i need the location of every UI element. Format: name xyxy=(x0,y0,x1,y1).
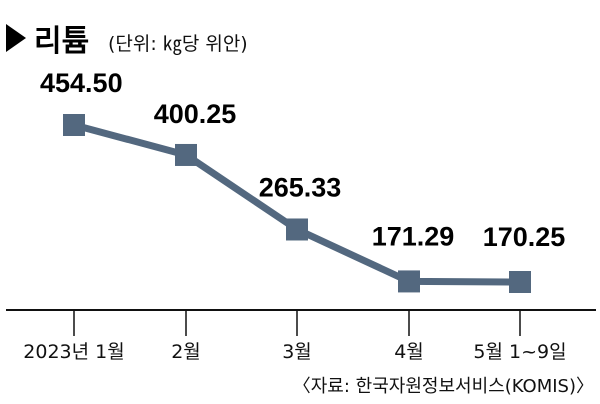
chart-unit: (단위: ㎏당 위안) xyxy=(108,33,248,55)
title-triangle-icon xyxy=(6,24,26,52)
x-tick-label: 2023년 1월 xyxy=(23,341,124,363)
x-axis-ticks xyxy=(73,310,521,336)
data-point-marker xyxy=(509,271,531,293)
data-labels: 454.50 400.25 265.33 171.29 170.25 xyxy=(40,68,565,252)
data-point-marker xyxy=(286,218,308,241)
x-tick-label: 5월 1~9일 xyxy=(473,341,566,363)
data-label: 265.33 xyxy=(259,172,342,202)
data-label: 454.50 xyxy=(40,68,123,98)
series-line-group xyxy=(73,121,521,286)
chart-title: 리튬 xyxy=(34,24,89,59)
series-line xyxy=(73,121,521,286)
data-label: 400.25 xyxy=(154,99,237,129)
x-tick-label: 2월 xyxy=(171,341,201,363)
source-note: 〈자료: 한국자원정보서비스(KOMIS)〉 xyxy=(293,376,594,397)
data-label: 171.29 xyxy=(372,221,455,251)
data-label: 170.25 xyxy=(483,222,566,252)
x-axis-tick-labels: 2023년 1월 2월 3월 4월 5월 1~9일 xyxy=(23,341,566,363)
data-point-marker xyxy=(175,143,197,166)
data-point-marker xyxy=(398,270,420,293)
x-tick-label: 4월 xyxy=(394,341,424,363)
data-point-marker xyxy=(63,114,85,136)
data-markers xyxy=(63,114,531,293)
x-tick-label: 3월 xyxy=(282,341,312,363)
